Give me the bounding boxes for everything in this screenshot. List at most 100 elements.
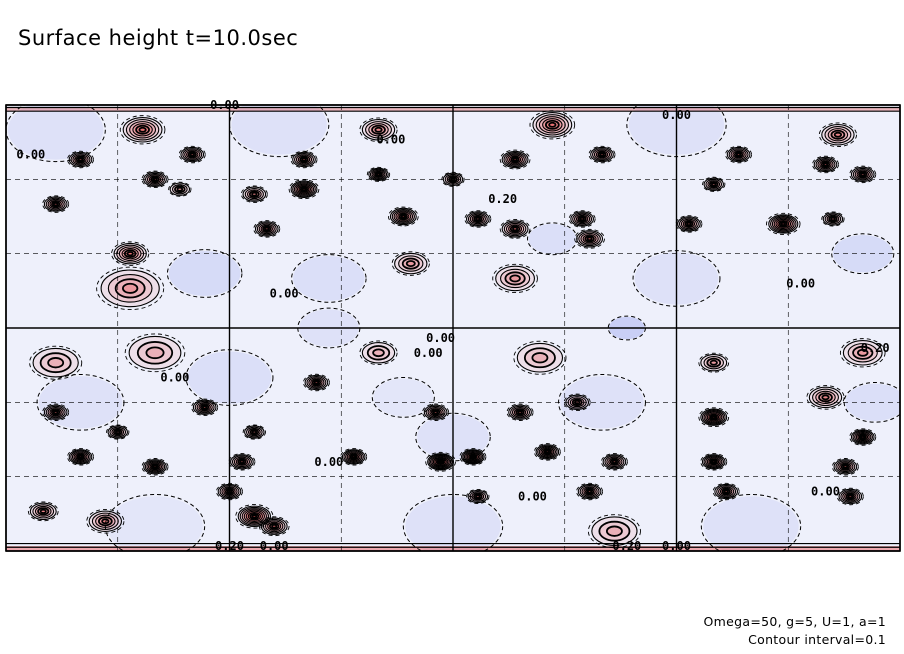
positive-contour [701,454,726,470]
positive-contour [469,213,486,225]
contour-label: 0.00 [376,133,405,147]
positive-contour [308,377,325,388]
positive-contour [194,400,215,414]
positive-contour [373,170,384,178]
zero-contour [253,220,281,238]
positive-contour [706,357,722,368]
zero-contour [42,403,70,421]
positive-contour [432,410,439,415]
positive-contour [599,152,605,157]
positive-contour [775,218,792,230]
positive-contour [509,225,521,233]
zero-contour [831,458,859,476]
zero-contour [675,215,703,233]
positive-contour [201,405,208,410]
positive-contour [254,221,279,237]
positive-contour [503,221,527,237]
high-fill [257,222,277,235]
zero-contour [698,352,730,373]
zero-contour [67,448,94,466]
positive-contour [509,274,521,283]
positive-contour [462,450,484,464]
high-fill [195,401,215,414]
positive-contour [586,489,593,494]
positive-contour [548,121,557,128]
positive-contour [51,408,61,416]
positive-contour [37,507,50,516]
high-fill [840,490,860,503]
positive-contour [72,154,89,165]
positive-contour [172,184,188,195]
positive-contour [29,502,57,521]
contour-label: 0.00 [426,331,455,345]
positive-contour [508,404,532,420]
positive-contour [405,260,416,268]
high-fill [599,521,630,541]
positive-contour [75,453,86,461]
positive-contour [200,404,210,411]
positive-contour [505,222,525,235]
positive-contour [474,494,481,499]
zero-contour [340,448,368,466]
positive-contour [508,224,523,234]
positive-contour [579,216,585,222]
high-fill [578,232,601,246]
positive-contour [299,156,309,163]
zero-contour [466,488,490,505]
positive-contour [247,189,262,200]
positive-contour [45,197,66,211]
positive-contour [531,352,549,364]
high-fill [679,217,699,230]
positive-contour [152,464,158,469]
positive-contour [815,390,836,405]
positive-contour [812,388,839,407]
zero-contour [506,403,534,421]
positive-contour [169,182,191,196]
positive-contour [597,151,607,158]
contour-label: 0.00 [16,148,45,162]
zero-contour [366,166,391,182]
high-fill [606,526,622,536]
positive-contour [705,411,723,423]
positive-contour [826,214,840,224]
zero-contour [513,340,567,375]
contour-label: 0.20 [612,539,641,553]
high-fill [232,455,252,468]
positive-contour [591,516,638,546]
positive-contour [771,216,795,232]
positive-contour [251,514,258,519]
high-fill [46,406,66,419]
positive-contour [366,345,391,361]
positive-contour [723,489,729,494]
positive-contour [268,522,280,530]
high-fill [146,461,164,472]
high-fill [307,376,326,389]
positive-contour [684,220,694,228]
negative-contour [6,105,106,163]
high-fill [244,509,265,523]
positive-contour [850,166,875,183]
positive-contour [842,491,859,502]
positive-contour [239,459,245,464]
zero-contour [178,145,206,164]
positive-contour [176,186,184,192]
contour-label: 0.00 [662,539,691,553]
positive-contour [508,155,522,164]
positive-contour [129,121,157,139]
positive-contour [427,406,444,418]
positive-contour [32,504,55,519]
positive-contour [239,506,270,526]
high-fill [510,406,530,419]
high-fill [592,148,612,161]
positive-contour [301,157,307,162]
zero-contour [849,165,877,184]
positive-contour [711,415,717,420]
high-fill [40,353,71,373]
positive-contour [852,430,873,444]
positive-contour [235,457,249,466]
zero-contour [702,176,726,192]
positive-contour [819,160,832,169]
zero-contour [258,516,290,537]
positive-contour [435,458,446,466]
